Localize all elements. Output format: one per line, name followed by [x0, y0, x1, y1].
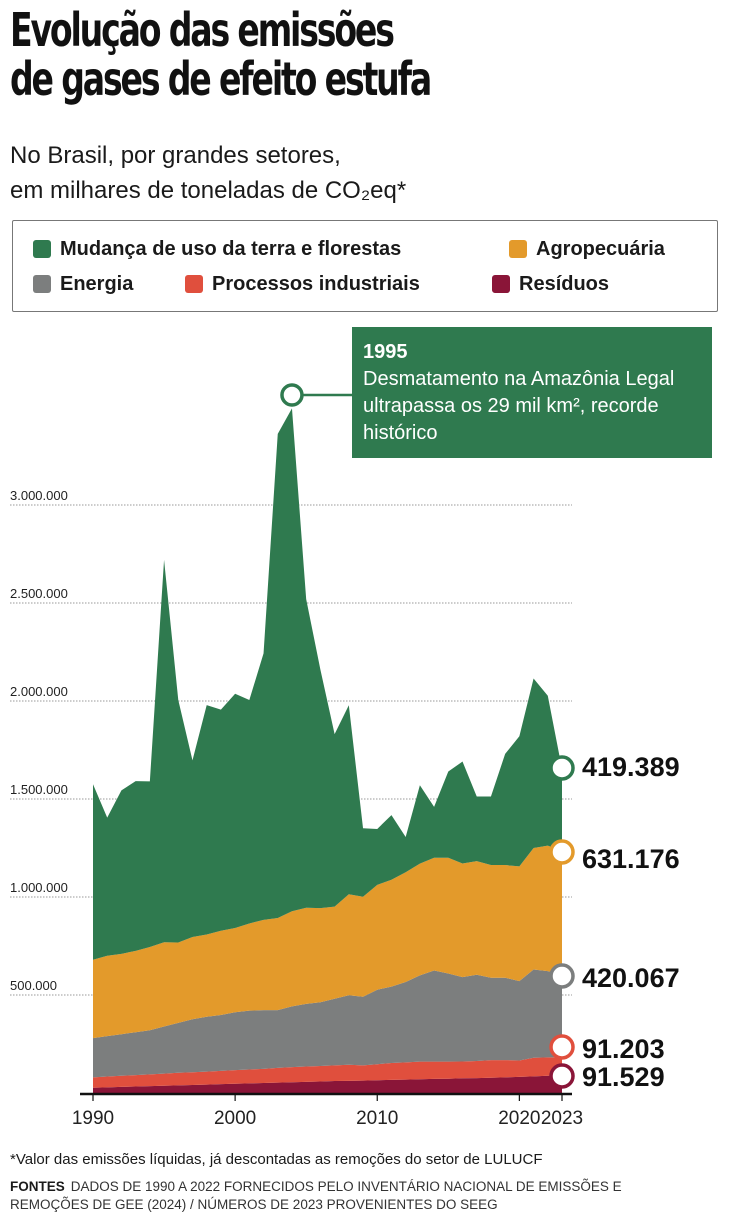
legend-swatch-industrial: [185, 275, 203, 293]
end-marker-1: [549, 839, 575, 865]
legend-label-agriculture: Agropecuária: [536, 237, 665, 260]
end-marker-3: [549, 1034, 575, 1060]
legend-swatch-agriculture: [509, 240, 527, 258]
y-tick-label-500000: 500.000: [10, 978, 57, 993]
title-line-2: de gases de efeito estufa: [10, 52, 432, 106]
y-tick-label-2500000: 2.500.000: [10, 586, 68, 601]
sources-label: FONTES: [10, 1179, 65, 1194]
end-marker-2: [549, 963, 575, 989]
subtitle-line-1: No Brasil, por grandes setores,: [10, 142, 341, 169]
y-tick-label-1500000: 1.500.000: [10, 782, 68, 797]
legend-swatch-waste: [492, 275, 510, 293]
title-line-1: Evolução das emissões: [10, 3, 395, 57]
legend-label-land-use: Mudança de uso da terra e florestas: [60, 237, 402, 260]
annotation-text: Desmatamento na Amazônia Legal ultrapass…: [363, 368, 675, 444]
page-title: Evolução das emissões de gases de efeito…: [10, 6, 514, 104]
y-tick-label-3000000: 3.000.000: [10, 488, 68, 503]
y-tick-label-2000000: 2.000.000: [10, 684, 68, 699]
end-label-4: 91.529: [582, 1062, 665, 1092]
x-tick-label-2023: 2023: [541, 1108, 583, 1129]
legend-item-land-use: Mudança de uso da terra e florestas: [33, 235, 401, 263]
end-label-3: 91.203: [582, 1034, 665, 1064]
legend-item-waste: Resíduos: [492, 270, 609, 298]
legend-label-waste: Resíduos: [519, 272, 610, 295]
subtitle: No Brasil, por grandes setores, em milha…: [10, 138, 650, 208]
x-tick-label-1990: 1990: [72, 1108, 114, 1129]
end-marker-0: [549, 755, 575, 781]
subtitle-line-2: em milhares de toneladas de CO₂eq*: [10, 177, 407, 204]
end-label-2: 420.067: [582, 963, 680, 993]
annotation-year: 1995: [363, 341, 408, 363]
end-label-0: 419.389: [582, 752, 680, 782]
legend-item-energy: Energia: [33, 270, 133, 298]
legend-swatch-land-use: [33, 240, 51, 258]
area-series-4: [93, 408, 562, 960]
sources: FONTES DADOS DE 1990 A 2022 FORNECIDOS PE…: [10, 1178, 700, 1214]
area-series-0: [93, 1075, 562, 1093]
footnote: *Valor das emissões líquidas, já descont…: [10, 1151, 543, 1168]
legend-label-energy: Energia: [60, 272, 134, 295]
end-marker-4: [549, 1063, 575, 1089]
legend-swatch-energy: [33, 275, 51, 293]
legend-item-agriculture: Agropecuária: [509, 235, 665, 263]
y-tick-label-1000000: 1.000.000: [10, 880, 68, 895]
x-tick-label-2020: 2020: [498, 1108, 540, 1129]
annotation-box: 1995 Desmatamento na Amazônia Legal ultr…: [352, 327, 712, 458]
legend-label-industrial: Processos industriais: [212, 272, 420, 295]
chart-legend: Mudança de uso da terra e florestas Agro…: [12, 220, 718, 312]
area-series-3: [93, 845, 562, 1039]
area-series-1: [93, 1057, 562, 1088]
x-tick-label-2010: 2010: [356, 1108, 398, 1129]
x-tick-label-2000: 2000: [214, 1108, 256, 1129]
legend-item-industrial: Processos industriais: [185, 270, 420, 298]
area-series-2: [93, 969, 562, 1078]
annotation-marker: [280, 383, 304, 407]
end-label-1: 631.176: [582, 844, 680, 874]
sources-text: DADOS DE 1990 A 2022 FORNECIDOS PELO INV…: [10, 1179, 622, 1212]
